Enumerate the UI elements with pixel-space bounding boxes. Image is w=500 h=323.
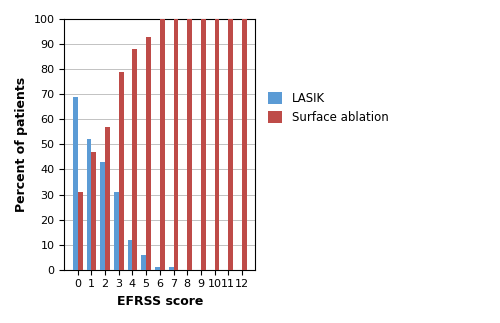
Bar	[105, 127, 110, 270]
Bar	[174, 19, 178, 270]
Bar	[201, 19, 205, 270]
Legend: LASIK, Surface ablation: LASIK, Surface ablation	[263, 88, 393, 129]
Bar	[160, 19, 164, 270]
Bar	[155, 267, 160, 270]
Bar	[78, 192, 82, 270]
Bar	[100, 162, 105, 270]
Bar	[146, 36, 151, 270]
Bar	[187, 19, 192, 270]
Bar	[73, 97, 78, 270]
Bar	[114, 192, 119, 270]
Bar	[92, 152, 96, 270]
Bar	[142, 255, 146, 270]
Bar	[86, 139, 92, 270]
Bar	[214, 19, 220, 270]
X-axis label: EFRSS score: EFRSS score	[116, 295, 203, 308]
Bar	[242, 19, 246, 270]
Y-axis label: Percent of patients: Percent of patients	[15, 77, 28, 212]
Bar	[168, 267, 173, 270]
Bar	[132, 49, 138, 270]
Bar	[119, 72, 124, 270]
Bar	[228, 19, 233, 270]
Bar	[128, 240, 132, 270]
